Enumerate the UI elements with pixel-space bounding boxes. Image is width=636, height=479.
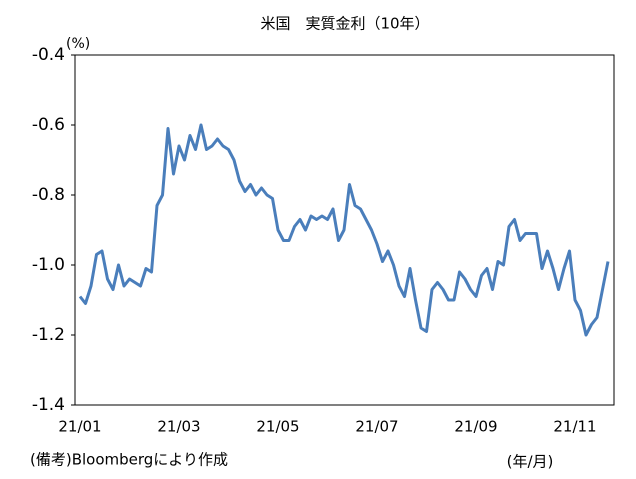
y-unit: (%) xyxy=(66,36,90,52)
y-tick-label: -0.8 xyxy=(32,185,65,205)
y-tick-label: -1.4 xyxy=(32,395,65,415)
x-tick-label: 21/09 xyxy=(454,418,497,436)
x-tick-label: 21/01 xyxy=(58,418,101,436)
y-tick-label: -0.6 xyxy=(32,115,65,135)
x-tick-label: 21/03 xyxy=(157,418,200,436)
chart-title: 米国 実質金利（10年） xyxy=(260,15,429,33)
x-tick-label: 21/05 xyxy=(256,418,299,436)
y-tick-label: -1.2 xyxy=(32,325,65,345)
plot-frame xyxy=(74,54,615,406)
y-tick-label: -0.4 xyxy=(32,45,65,65)
x-tick-label: 21/07 xyxy=(355,418,398,436)
x-tick-label: 21/11 xyxy=(553,418,596,436)
y-tick-label: -1.0 xyxy=(32,255,65,275)
data-line xyxy=(78,123,610,337)
note: (備考)Bloombergにより作成 xyxy=(30,451,228,469)
x-label: (年/月) xyxy=(507,453,554,471)
